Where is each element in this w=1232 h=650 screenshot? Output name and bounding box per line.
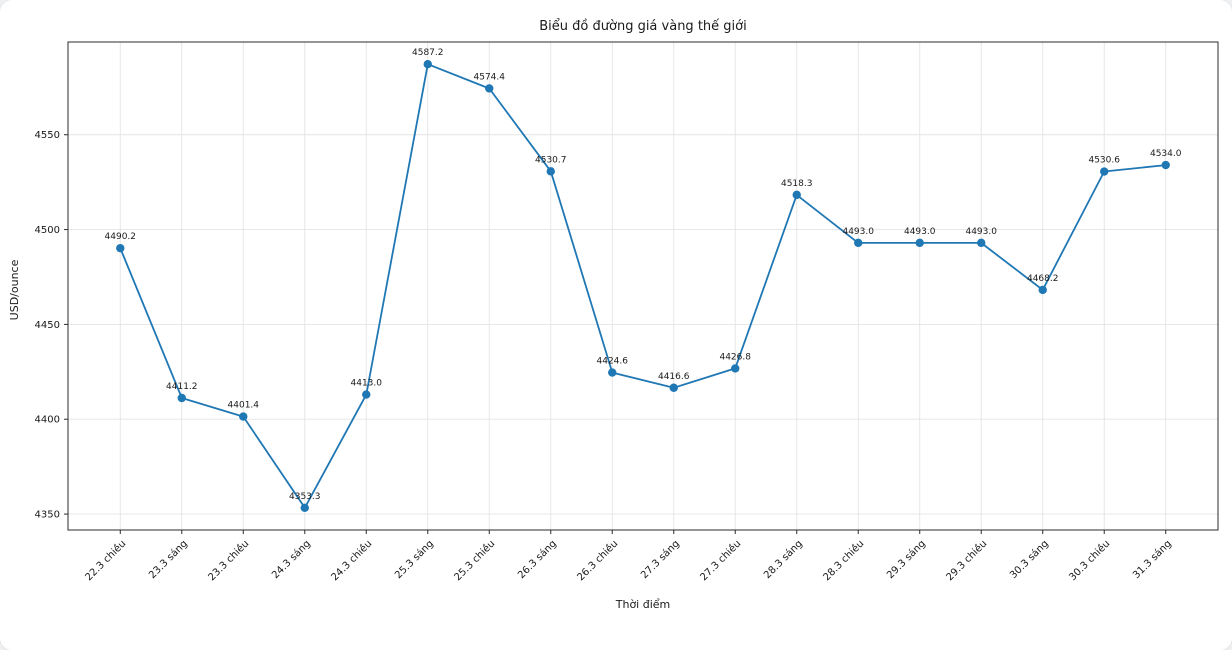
data-label: 4411.2: [166, 382, 198, 392]
x-tick-label: 22.3 chiều: [83, 538, 129, 584]
data-point: [300, 503, 309, 513]
chart-title: Biểu đồ đường giá vàng thế giới: [539, 19, 746, 34]
data-point: [977, 238, 986, 248]
data-label: 4518.3: [781, 179, 813, 189]
x-tick-label: 29.3 sáng: [884, 538, 927, 581]
data-label: 4574.4: [474, 72, 506, 82]
y-tick-label: 4450: [35, 320, 60, 331]
data-label: 4468.2: [1027, 274, 1059, 284]
x-tick-label: 31.3 sáng: [1130, 538, 1173, 581]
data-point: [669, 383, 678, 392]
data-label: 4490.2: [105, 232, 137, 242]
y-tick-label: 4550: [35, 130, 60, 141]
y-tick-label: 4400: [35, 415, 60, 426]
x-tick-label: 28.3 chiều: [821, 538, 867, 584]
gridlines: [68, 42, 1218, 530]
data-label: 4534.0: [1150, 149, 1182, 159]
plot-border: [67, 41, 1219, 531]
x-tick-label: 25.3 sáng: [392, 538, 435, 581]
data-label: 4493.0: [965, 227, 997, 237]
data-point: [792, 190, 801, 200]
data-point: [854, 238, 863, 248]
x-axis-label: Thời điểm: [615, 598, 671, 611]
x-tick-label: 29.3 chiều: [944, 538, 990, 584]
data-label: 4530.6: [1088, 156, 1120, 166]
data-labels: 4490.2 4411.2 4401.4 4353.3 4413.0 4587.2 4574…: [105, 48, 1182, 502]
data-label: 4401.4: [228, 401, 260, 411]
data-point: [915, 238, 924, 248]
x-tick-label: 27.3 sáng: [638, 538, 681, 581]
x-tick-label: 27.3 chiều: [698, 538, 744, 584]
x-tick-label: 24.3 chiều: [329, 538, 375, 584]
data-label: 4424.6: [597, 357, 629, 367]
data-point: [1161, 160, 1170, 170]
x-tick-label: 23.3 sáng: [146, 538, 189, 581]
y-axis-label: USD/ounce: [8, 259, 21, 320]
plot-frame: [67, 41, 1219, 531]
data-point: [546, 167, 555, 176]
data-label: 4426.8: [719, 352, 751, 362]
price-line: [119, 63, 1166, 509]
price-line-series: [116, 59, 1170, 513]
data-label: 4530.7: [535, 155, 567, 165]
x-tick-label: 26.3 sáng: [515, 538, 558, 581]
x-tick-label: 30.3 chiều: [1067, 538, 1113, 584]
x-tick-label: 30.3 sáng: [1007, 538, 1050, 581]
x-tick-label: 28.3 sáng: [761, 538, 804, 581]
data-point: [116, 243, 125, 253]
x-tick-label: 23.3 chiều: [206, 538, 252, 584]
x-tick-label: 24.3 sáng: [269, 538, 312, 581]
data-point: [362, 390, 371, 399]
data-point: [239, 412, 248, 421]
data-point: [177, 393, 186, 403]
data-point: [608, 368, 617, 377]
data-point: [1100, 167, 1109, 176]
data-label: 4587.2: [412, 48, 444, 58]
y-tick-label: 4500: [35, 225, 60, 236]
data-label: 4353.3: [289, 492, 321, 502]
data-label: 4416.6: [658, 372, 690, 382]
data-label: 4493.0: [842, 227, 874, 237]
data-point: [423, 59, 432, 69]
y-tick-label: 4350: [35, 510, 60, 521]
x-tick-label: 25.3 chiều: [452, 538, 498, 584]
data-label: 4413.0: [351, 379, 383, 389]
x-tick-label: 26.3 chiều: [575, 538, 621, 584]
data-point: [731, 364, 740, 373]
data-label: 4493.0: [904, 227, 936, 237]
data-point: [1038, 285, 1047, 295]
data-point: [485, 84, 494, 93]
